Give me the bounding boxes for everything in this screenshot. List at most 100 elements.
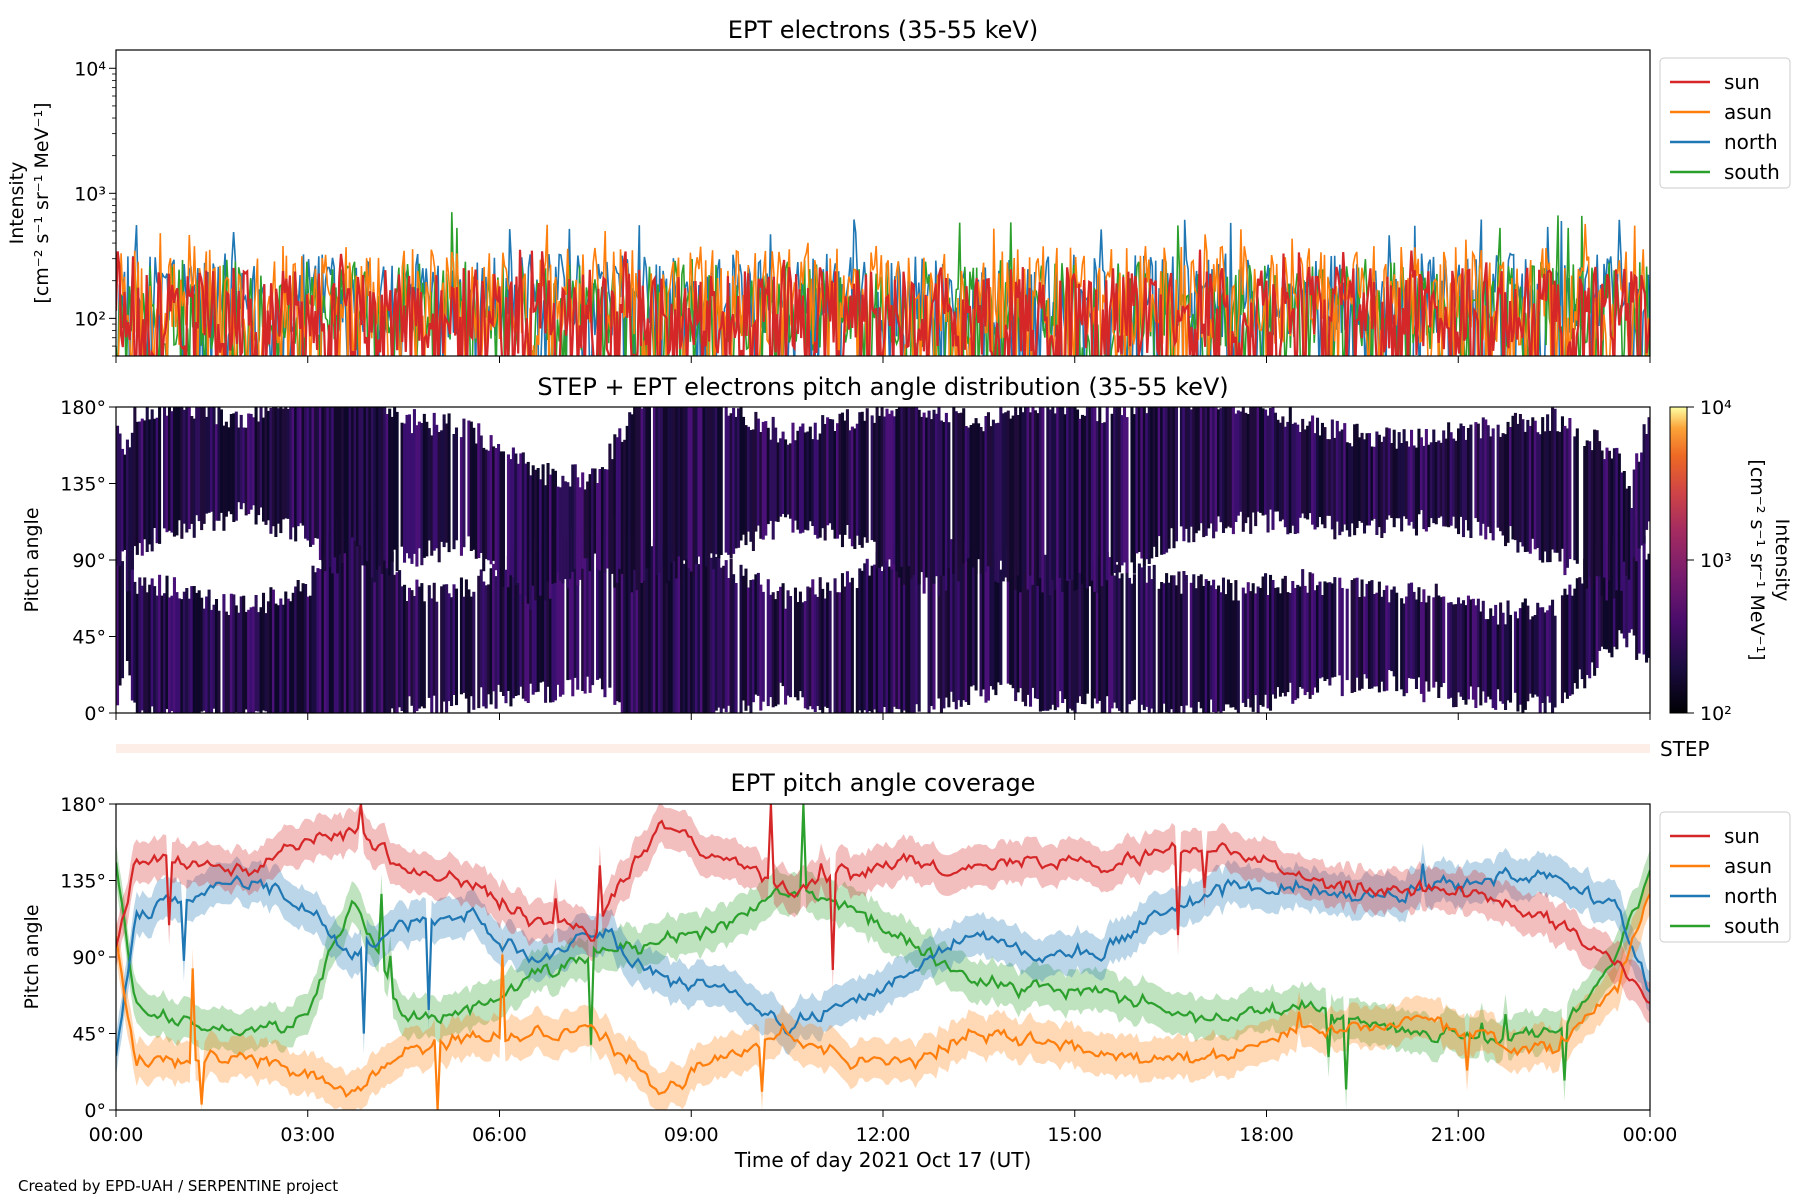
heatmap-cell [1075,409,1080,590]
heatmap-cell [643,407,647,581]
heatmap-cell [531,465,535,586]
heatmap-cell [1204,407,1208,536]
heatmap-cell [276,408,280,524]
heatmap-cell [1486,619,1490,697]
heatmap-cell [1098,557,1102,701]
heatmap-cell [858,412,862,545]
heatmap-cell [687,561,691,713]
panel3-xlabel: Time of day 2021 Oct 17 (UT) [734,1148,1032,1172]
heatmap-cell [1095,554,1099,704]
heatmap-cell [583,528,587,694]
heatmap-cell [608,443,612,568]
heatmap-cell [326,407,330,561]
heatmap-cell [823,598,827,707]
heatmap-cell [593,468,597,554]
heatmap-cell [410,590,414,706]
series-asun [117,223,1650,356]
ytick-label: 180° [60,794,106,816]
heatmap-cell [1632,528,1636,636]
heatmap-cell [900,407,904,567]
heatmap-cell [776,591,780,705]
heatmap-cell [1504,624,1508,710]
panel-pitch-distribution: STEP + EPT electrons pitch angle distrib… [21,373,1793,725]
heatmap-cell [479,569,483,688]
heatmap-cell [709,557,713,713]
heatmap-cell [1548,605,1552,703]
heatmap-cell [630,538,634,713]
heatmap-cell [1513,412,1517,541]
colorbar: 10² 10³ 10⁴ Intensity [cm⁻² s⁻¹ sr⁻¹ MeV⁻¹… [1669,397,1793,725]
heatmap-cell [143,420,147,540]
heatmap-cell [234,605,238,713]
heatmap-cell [1387,602,1391,670]
heatmap-cell [986,552,990,701]
heatmap-cell [1516,423,1520,553]
heatmap-cell [306,407,310,541]
heatmap-cell [1590,549,1594,663]
heatmap-cell [957,413,961,582]
heatmap-cell [1484,419,1488,540]
heatmap-cell [1286,592,1290,693]
heatmap-cell [1390,443,1394,518]
heatmap-cell [291,407,295,528]
heatmap-cell [1078,572,1082,697]
heatmap-cell [1118,578,1122,711]
heatmap-cell [1563,588,1567,693]
heatmap-cell [289,407,293,540]
heatmap-cell [942,546,946,709]
heatmap-cell [759,432,763,539]
heatmap-cell [1264,409,1268,515]
heatmap-cell [996,422,1000,583]
heatmap-cell [1288,407,1292,534]
heatmap-cell [135,421,139,555]
heatmap-cell [840,573,845,713]
heatmap-cell [1251,583,1255,712]
heatmap-cell [358,524,362,713]
heatmap-cell [271,407,275,527]
heatmap-cell [338,511,342,713]
credit-text: Created by EPD-UAH / SERPENTINE project [18,1177,338,1195]
heatmap-cell [692,407,696,576]
heatmap-cell [432,412,436,551]
heatmap-cell [1249,407,1253,534]
heatmap-cell [321,407,325,562]
heatmap-cell [1632,469,1636,558]
heatmap-cell [445,584,449,713]
heatmap-cell [398,570,402,708]
heatmap-cell [1147,407,1151,564]
heatmap-cell [1607,450,1612,581]
panel1-title: EPT electrons (35-55 keV) [728,16,1038,44]
heatmap-cell [445,423,449,543]
heatmap-cell [895,556,899,709]
heatmap-cell [326,536,330,713]
heatmap-cell [1536,602,1540,697]
heatmap-cell [719,567,723,713]
heatmap-cell [1375,592,1379,687]
heatmap-cell [128,536,132,676]
heatmap-cell [531,558,535,695]
heatmap-cell [1056,560,1060,708]
heatmap-cell [1622,471,1626,562]
heatmap-cell [165,575,169,710]
heatmap-cell [1320,422,1324,525]
heatmap-cell [628,524,632,713]
heatmap-cell [1489,436,1493,534]
heatmap-cell [380,407,384,574]
heatmap-cell [586,533,590,677]
heatmap-cell [1372,446,1376,519]
heatmap-cell [883,554,887,707]
heatmap-cell [897,407,901,578]
heatmap-cell [635,407,639,591]
heatmap-cell [1481,600,1485,692]
heatmap-cell [826,582,830,708]
heatmap-cell [1174,585,1179,713]
heatmap-cell [1434,442,1438,525]
heatmap-cell [1152,407,1156,547]
heatmap-cell [1377,434,1381,528]
heatmap-cell [645,528,649,713]
heatmap-cell [261,417,266,522]
heatmap-cell [1246,414,1250,518]
heatmap-cell [1486,425,1490,527]
heatmap-cell [214,599,219,713]
heatmap-cell [1296,424,1300,534]
